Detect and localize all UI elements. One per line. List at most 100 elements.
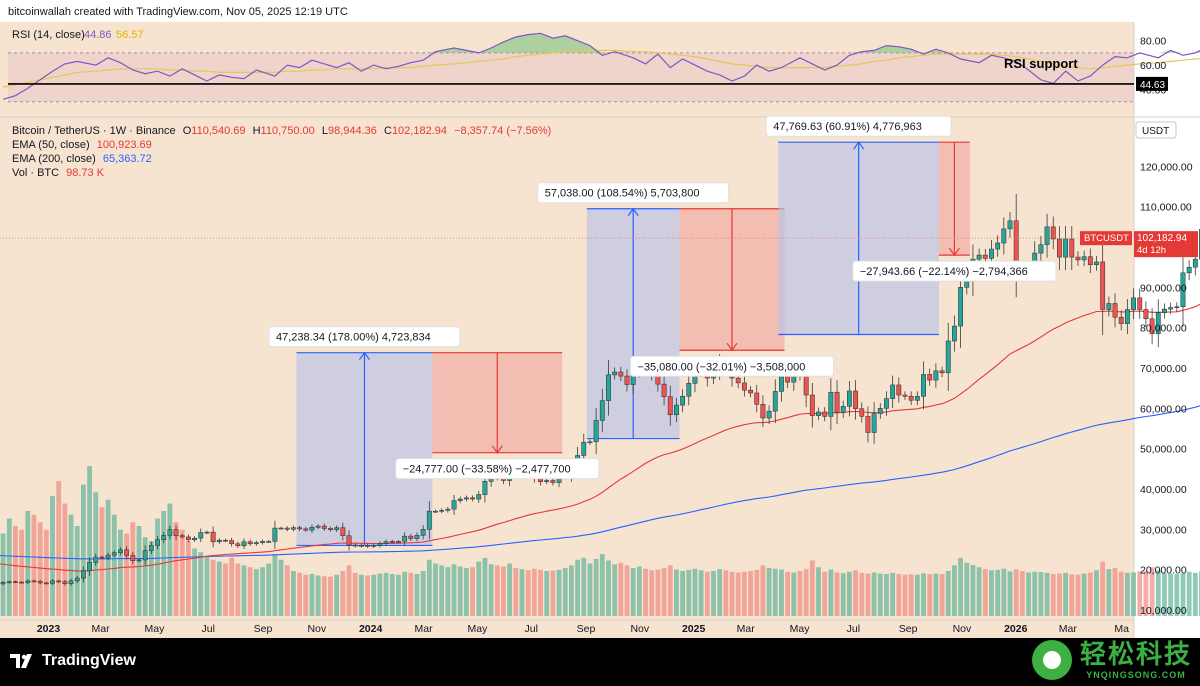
ema200-line	[0, 405, 1200, 560]
candle-body	[1057, 238, 1062, 258]
volume-bar	[766, 568, 772, 616]
candle	[1087, 248, 1093, 274]
volume-bars	[0, 466, 1200, 616]
candle-body	[779, 375, 784, 392]
candle	[19, 581, 25, 584]
volume-bar	[1131, 572, 1136, 616]
candle	[599, 388, 605, 433]
time-tick-label: Sep	[254, 623, 273, 635]
candle	[43, 581, 49, 585]
legend-change: −8,357.74 (−7.56%)	[454, 125, 551, 137]
volume-bar	[340, 571, 346, 616]
candle-body	[1044, 226, 1050, 245]
volume-bar	[970, 565, 976, 616]
volume-bar	[581, 557, 587, 616]
candle-body	[958, 287, 964, 327]
tradingview-logo[interactable]: TradingView	[10, 652, 136, 670]
time-tick-label: Jul	[202, 623, 215, 635]
candle	[272, 520, 278, 549]
volume-bar	[772, 568, 778, 616]
range-arrow-head	[948, 247, 960, 257]
candle-body	[1063, 238, 1069, 258]
candle-body	[1038, 244, 1044, 254]
candle	[99, 555, 105, 560]
volume-bar	[186, 541, 191, 616]
candle	[1007, 212, 1013, 238]
volume-bar	[463, 568, 469, 616]
candle	[1100, 236, 1106, 336]
legend-symbol: Bitcoin / TetherUS · 1W · Binance	[12, 125, 176, 137]
candle	[229, 537, 235, 547]
candle-body	[945, 340, 951, 374]
candle	[1050, 216, 1056, 250]
candle	[420, 525, 426, 540]
tradingview-logo-icon	[10, 654, 32, 668]
volume-bar	[630, 568, 636, 616]
volume-bar	[420, 571, 426, 616]
volume-bar	[599, 554, 605, 616]
volume-bar	[1100, 561, 1106, 616]
candle	[686, 374, 692, 406]
volume-bar	[377, 573, 383, 616]
currency-badge[interactable]	[1135, 121, 1177, 139]
candle-body	[420, 529, 426, 536]
candle-body	[599, 400, 605, 421]
rsi-pane[interactable]: RSI (14, close) 44.86 56.57 RSI support …	[2, 29, 1200, 103]
candle	[402, 532, 408, 546]
candle	[340, 522, 346, 541]
volume-bar	[797, 571, 803, 616]
candle-body	[198, 532, 204, 539]
candle-body	[167, 529, 173, 536]
candle-body	[859, 408, 865, 417]
volume-bar	[155, 518, 160, 616]
volume-bar	[914, 574, 920, 616]
candle	[766, 405, 772, 424]
candle	[754, 384, 760, 413]
rsi-ma-line	[2, 49, 1200, 88]
callout-box	[395, 458, 600, 480]
candle	[1044, 213, 1050, 258]
last-price-value: 102,182.94	[1137, 233, 1187, 244]
volume-bar	[822, 571, 828, 616]
candle	[31, 579, 37, 583]
candle	[111, 550, 117, 558]
volume-bar	[229, 557, 235, 616]
candle	[1081, 250, 1087, 267]
volume-bar	[859, 572, 865, 616]
time-tick-label: Mar	[1059, 623, 1078, 635]
candle	[278, 526, 284, 530]
volume-bar	[457, 566, 463, 616]
volume-bar	[235, 563, 241, 616]
volume-bar	[80, 484, 86, 616]
symbol-tag-text: BTCUSDT	[1084, 233, 1129, 244]
time-tick-label: Nov	[953, 623, 972, 635]
candle	[142, 545, 148, 566]
legend-l-value: 98,944.36	[328, 125, 377, 137]
legend-c-label: C	[384, 125, 392, 137]
candle-body	[476, 494, 482, 500]
candle-body	[439, 510, 445, 512]
volume-bar	[1075, 574, 1081, 616]
candle-body	[340, 527, 346, 536]
chart-legend: Bitcoin / TetherUS · 1W · Binance O110,5…	[12, 125, 551, 179]
candle-body	[328, 528, 333, 530]
legend-o-value: 110,540.69	[191, 125, 245, 137]
volume-bar	[921, 573, 926, 616]
candle-body	[93, 556, 99, 563]
candle	[358, 543, 364, 548]
price-pane[interactable]: 47,238.34 (178.00%) 4,723,834 −24,777.00 …	[0, 115, 1200, 635]
rsi-overbought-segment	[423, 51, 436, 53]
volume-bar	[791, 572, 797, 616]
candle-body	[581, 441, 587, 456]
time-tick-label: Mar	[737, 623, 756, 635]
volume-bar	[964, 562, 970, 616]
price-tick-label: 90,000.00	[1140, 282, 1187, 294]
volume-bar	[284, 565, 290, 616]
volume-bar	[383, 572, 389, 616]
candle-body	[612, 371, 618, 376]
candle	[25, 579, 31, 585]
volume-bar	[1192, 572, 1198, 616]
volume-bar	[179, 529, 185, 616]
candle-body	[785, 375, 791, 383]
